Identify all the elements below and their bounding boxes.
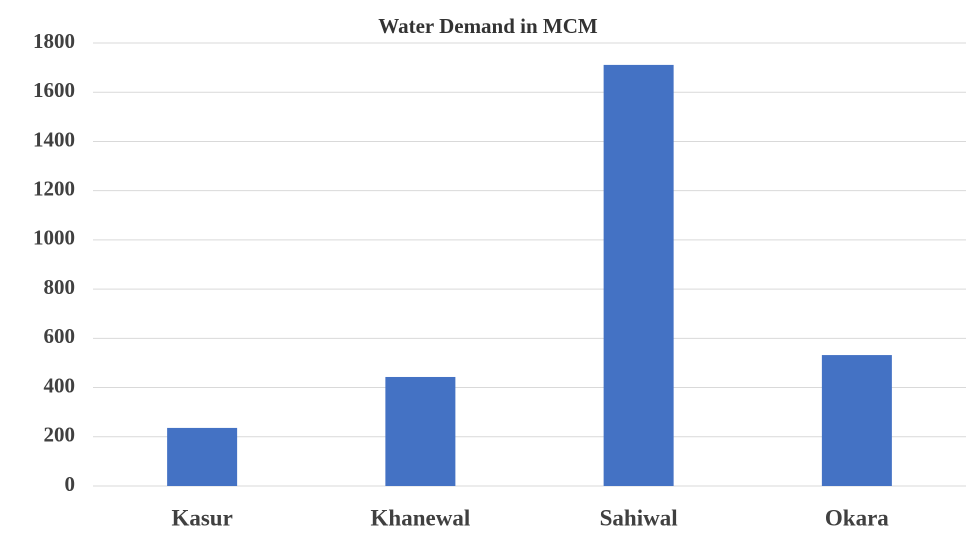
y-tick-label: 200 (44, 423, 76, 447)
x-tick-label: Kasur (171, 505, 232, 530)
bar (385, 376, 456, 486)
y-tick-label: 1000 (33, 226, 75, 250)
x-tick-label: Okara (825, 505, 889, 530)
y-tick-label: 400 (44, 373, 76, 397)
y-tick-label: 800 (44, 275, 76, 299)
y-tick-label: 1200 (33, 176, 75, 200)
y-tick-label: 1600 (33, 78, 75, 102)
y-tick-label: 1800 (33, 29, 75, 53)
y-tick-label: 1400 (33, 127, 75, 151)
y-tick-label: 0 (65, 472, 76, 496)
chart-title: Water Demand in MCM (378, 14, 598, 38)
bar (603, 64, 674, 486)
x-tick-label: Sahiwal (600, 505, 678, 530)
y-tick-label: 600 (44, 324, 76, 348)
bar (821, 355, 892, 486)
bar (167, 427, 238, 486)
x-tick-label: Khanewal (371, 505, 471, 530)
